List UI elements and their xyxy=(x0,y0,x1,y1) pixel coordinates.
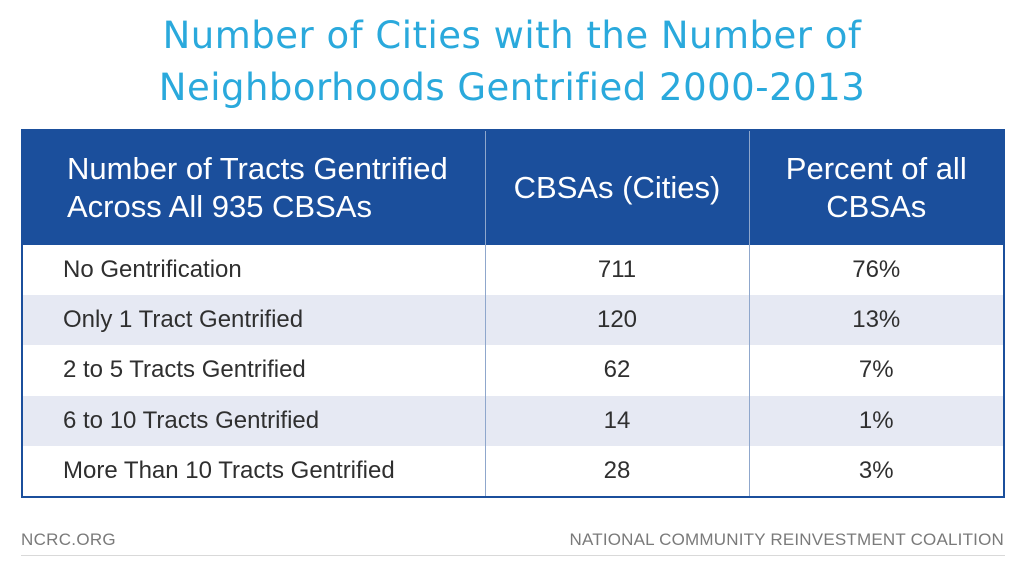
chart-title: Number of Cities with the Number of Neig… xyxy=(0,10,1024,114)
table-row: 2 to 5 Tracts Gentrified 62 7% xyxy=(23,345,1003,396)
header-row: Number of Tracts Gentrified Across All 9… xyxy=(23,131,1003,245)
row-label: 2 to 5 Tracts Gentrified xyxy=(63,356,306,384)
header-tracts-line-1: Number of Tracts Gentrified xyxy=(67,151,448,186)
table-row: More Than 10 Tracts Gentrified 28 3% xyxy=(23,445,1003,496)
row-percent-value: 76% xyxy=(748,245,1003,296)
data-table-container: Number of Tracts Gentrified Across All 9… xyxy=(21,129,1005,498)
table-row: 6 to 10 Tracts Gentrified 14 1% xyxy=(23,395,1003,446)
row-label: More Than 10 Tracts Gentrified xyxy=(63,456,395,484)
row-percent-value: 13% xyxy=(748,295,1003,346)
chart-title-line-2: Neighborhoods Gentrified 2000-2013 xyxy=(158,66,866,109)
gentrification-table: Number of Tracts Gentrified Across All 9… xyxy=(23,131,1003,496)
row-cbsas-value: 28 xyxy=(484,445,749,496)
row-label: Only 1 Tract Gentrified xyxy=(23,295,485,346)
chart-title-line-1: Number of Cities with the Number of xyxy=(162,14,862,57)
row-cbsas-value: 62 xyxy=(484,345,749,396)
footer-divider xyxy=(21,555,1005,556)
footer-organization: NATIONAL COMMUNITY REINVESTMENT COALITIO… xyxy=(569,530,1004,549)
row-cbsas-value: 711 xyxy=(484,245,749,296)
header-percent-of-all: Percent of all CBSAs xyxy=(748,131,1003,245)
header-percent-line-2: CBSAs xyxy=(826,189,927,224)
row-percent-value: 7% xyxy=(748,345,1003,396)
row-cbsas-value: 14 xyxy=(484,395,749,446)
row-label: 6 to 10 Tracts Gentrified xyxy=(23,395,485,446)
row-percent-value: 1% xyxy=(748,395,1003,446)
header-cbsas-cities: CBSAs (Cities) xyxy=(484,131,749,245)
row-label: No Gentrification xyxy=(63,256,242,284)
header-cbsas-line-1: CBSAs (Cities) xyxy=(513,170,721,205)
table-row: No Gentrification 711 76% xyxy=(23,245,1003,296)
header-tracts-gentrified: Number of Tracts Gentrified Across All 9… xyxy=(23,131,485,245)
table-row: Only 1 Tract Gentrified 120 13% xyxy=(23,295,1003,346)
row-percent-value: 3% xyxy=(748,445,1003,496)
header-tracts-line-2: Across All 935 CBSAs xyxy=(67,189,372,224)
header-percent-line-1: Percent of all xyxy=(785,151,967,186)
table-body: No Gentrification 711 76% Only 1 Tract G… xyxy=(23,245,1003,496)
table-header: Number of Tracts Gentrified Across All 9… xyxy=(23,131,1003,245)
row-cbsas-value: 120 xyxy=(484,295,749,346)
footer-website: NCRC.ORG xyxy=(21,530,116,549)
